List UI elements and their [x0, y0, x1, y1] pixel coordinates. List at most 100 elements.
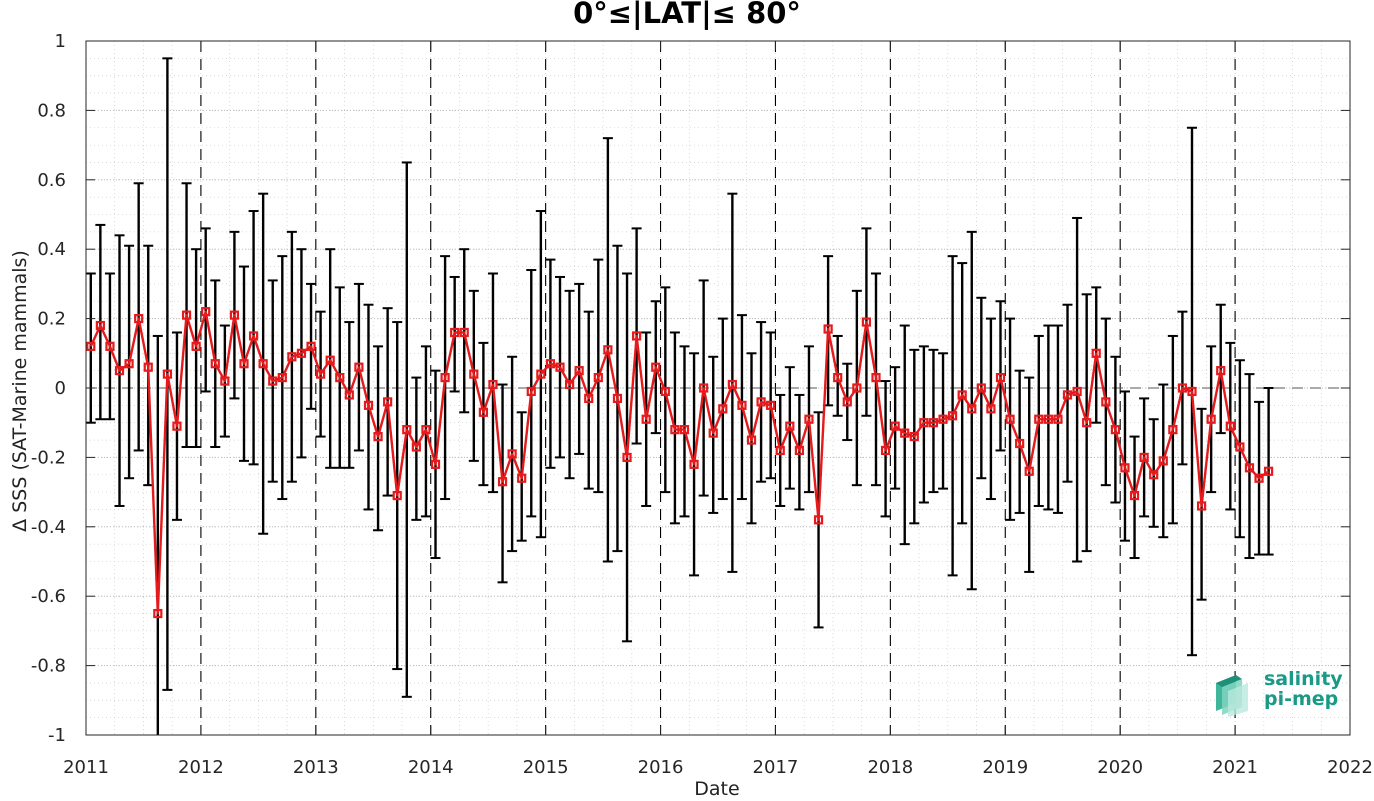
data-point-marker	[1254, 473, 1264, 483]
data-point-marker	[220, 376, 230, 386]
data-point-marker	[354, 362, 364, 372]
data-point-marker	[134, 314, 144, 324]
data-point-marker	[239, 359, 249, 369]
x-tick-label: 2021	[1212, 757, 1258, 778]
x-tick-label: 2018	[867, 757, 913, 778]
data-point-marker	[1168, 425, 1178, 435]
error-bars	[85, 57, 1274, 735]
data-point-marker	[689, 459, 699, 469]
data-point-marker	[1244, 463, 1255, 473]
data-point-marker	[823, 324, 833, 334]
data-point-marker	[335, 372, 345, 383]
series-line	[89, 310, 1270, 615]
x-tick-label: 2017	[753, 757, 799, 778]
data-point-marker	[86, 341, 96, 351]
data-point-marker	[1129, 490, 1140, 501]
data-point-marker	[861, 317, 872, 327]
data-point-marker	[794, 445, 804, 456]
y-axis-label: Δ SSS (SAT-Marine mammals)	[9, 250, 31, 532]
data-point-marker	[296, 348, 307, 358]
data-point-marker	[517, 473, 527, 483]
data-point-marker	[1110, 425, 1120, 435]
data-point-marker	[258, 359, 268, 369]
x-tick-label: 2022	[1327, 757, 1373, 778]
y-tick-label: -1	[48, 725, 66, 746]
data-point-marker	[976, 383, 986, 393]
data-point-marker	[1158, 456, 1168, 466]
data-point-marker	[430, 459, 441, 469]
data-point-marker	[890, 421, 900, 431]
data-point-marker	[268, 376, 278, 386]
x-tick-label: 2013	[293, 757, 339, 778]
data-point-marker	[287, 352, 297, 362]
data-point-marker	[1053, 414, 1063, 424]
y-tick-label: -0.6	[31, 586, 66, 607]
data-point-marker	[344, 390, 354, 400]
data-point-marker	[545, 359, 556, 369]
data-point-marker	[459, 327, 469, 338]
data-point-marker	[948, 411, 958, 421]
data-point-marker	[679, 425, 690, 435]
data-point-marker	[450, 327, 460, 338]
y-tick-labels: 1 0.8 0.6 0.4 0.2 0 -0.2 -0.4 -0.6 -0.8 -1	[31, 31, 66, 746]
data-point-marker	[1225, 421, 1235, 431]
data-point-marker	[909, 431, 919, 442]
data-point-marker	[813, 515, 824, 525]
y-tick-label: 1	[55, 31, 66, 52]
y-tick-label: 0	[55, 378, 66, 399]
data-point-marker	[775, 445, 785, 456]
data-point-marker	[201, 307, 211, 317]
data-point-marker	[699, 383, 709, 393]
data-point-marker	[440, 372, 450, 383]
data-point-marker	[928, 418, 939, 428]
x-tick-label: 2019	[982, 757, 1028, 778]
data-point-marker	[153, 608, 163, 619]
logo-mark-icon	[1216, 675, 1248, 717]
data-point-marker	[957, 390, 967, 400]
x-axis-label: Date	[694, 778, 740, 800]
series-markers	[86, 307, 1274, 619]
data-point-marker	[1235, 442, 1245, 452]
data-point-marker	[277, 372, 287, 383]
data-point-marker	[1005, 414, 1015, 424]
data-point-marker	[967, 404, 977, 414]
data-point-marker	[804, 414, 814, 424]
data-point-marker	[95, 320, 105, 331]
data-point-marker	[746, 435, 757, 445]
data-point-marker	[871, 372, 881, 383]
data-point-marker	[593, 372, 603, 383]
data-point-marker	[325, 355, 335, 365]
data-point-marker	[363, 400, 374, 410]
data-point-marker	[497, 477, 508, 487]
y-tick-label: -0.8	[31, 656, 66, 677]
data-point-marker	[622, 452, 632, 462]
chart-title: 0°≤|LAT|≤ 80°	[573, 0, 801, 30]
data-point-marker	[737, 400, 747, 410]
data-point-marker	[316, 369, 326, 379]
data-point-marker	[651, 362, 661, 372]
data-point-marker	[1034, 414, 1044, 424]
x-tick-label: 2015	[523, 757, 569, 778]
data-point-marker	[1216, 366, 1226, 376]
data-point-marker	[1177, 383, 1188, 393]
data-point-marker	[507, 449, 517, 459]
data-point-marker	[584, 393, 594, 404]
data-point-marker	[603, 345, 613, 355]
data-point-marker	[708, 428, 718, 438]
data-point-marker	[555, 362, 565, 372]
data-point-marker	[833, 372, 843, 383]
data-point-marker	[526, 386, 536, 397]
data-point-marker	[1196, 501, 1207, 511]
data-point-marker	[785, 421, 795, 431]
data-point-marker	[411, 442, 421, 452]
data-point-marker	[995, 372, 1006, 383]
data-point-marker	[1139, 452, 1149, 462]
axes	[85, 40, 1351, 736]
data-point-marker	[1149, 470, 1159, 480]
data-point-marker	[469, 369, 479, 379]
data-point-marker	[488, 379, 498, 390]
data-point-marker	[660, 386, 670, 397]
data-point-marker	[143, 362, 153, 372]
data-point-marker	[986, 404, 996, 414]
